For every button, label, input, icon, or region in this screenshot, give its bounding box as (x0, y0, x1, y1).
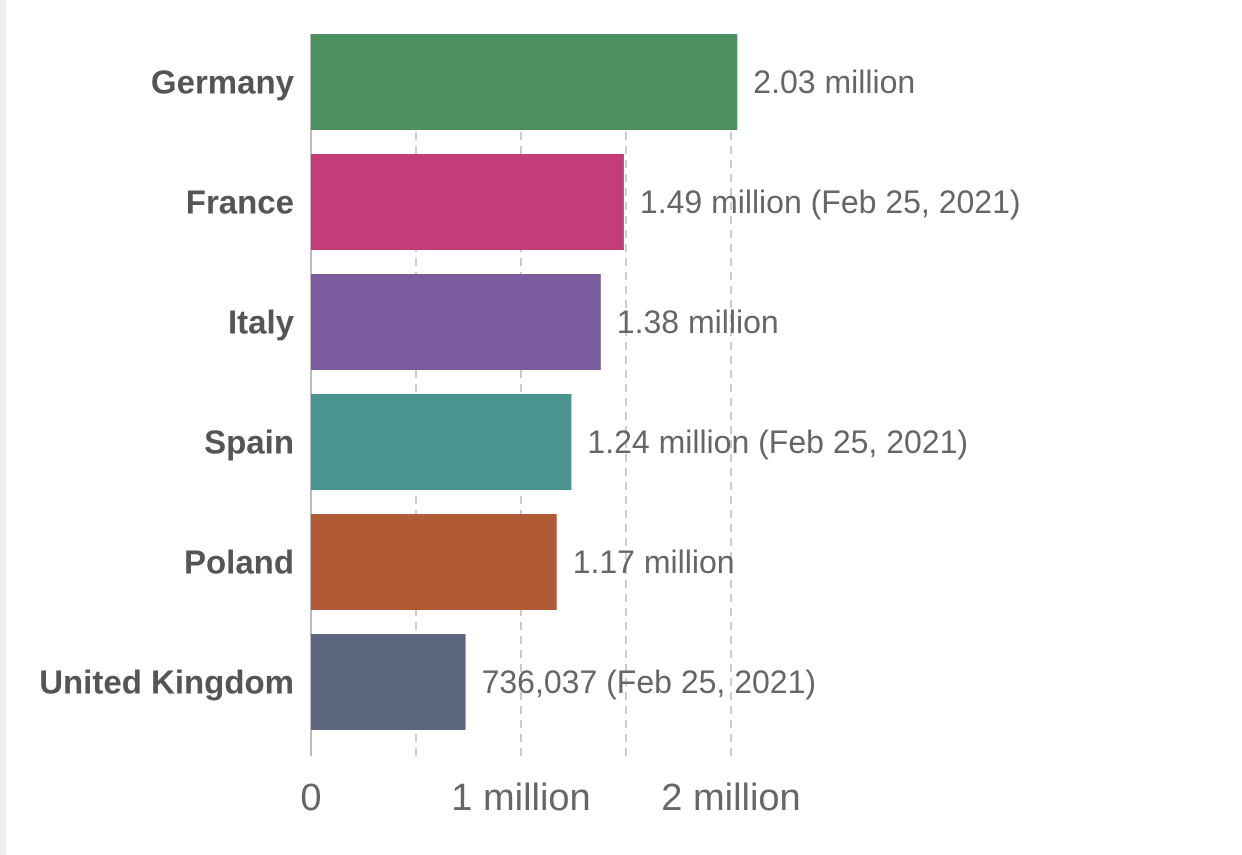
bar-france (311, 154, 624, 250)
left-border (0, 0, 6, 855)
value-label: 1.38 million (617, 304, 779, 340)
category-label: Poland (184, 544, 294, 581)
x-tick-label: 2 million (661, 777, 800, 819)
category-label: Spain (204, 424, 294, 461)
value-label: 1.49 million (Feb 25, 2021) (640, 184, 1021, 220)
category-label: Germany (151, 64, 295, 101)
value-label: 736,037 (Feb 25, 2021) (482, 664, 816, 700)
bar-spain (311, 394, 572, 490)
category-label: United Kingdom (39, 664, 294, 701)
labels: Germany 2.03 million France 1.49 million (F… (39, 64, 1020, 701)
x-tick-label: 0 (300, 777, 321, 819)
x-tick-label: 1 million (451, 777, 590, 819)
x-axis-ticks: 0 1 million 2 million (300, 777, 800, 819)
bars (311, 34, 738, 730)
bar-united-kingdom (311, 634, 466, 730)
category-label: France (186, 184, 294, 221)
category-label: Italy (228, 304, 295, 341)
value-label: 2.03 million (753, 64, 915, 100)
value-label: 1.24 million (Feb 25, 2021) (587, 424, 968, 460)
value-label: 1.17 million (573, 544, 735, 580)
bar-italy (311, 274, 601, 370)
bar-poland (311, 514, 557, 610)
bar-germany (311, 34, 738, 130)
